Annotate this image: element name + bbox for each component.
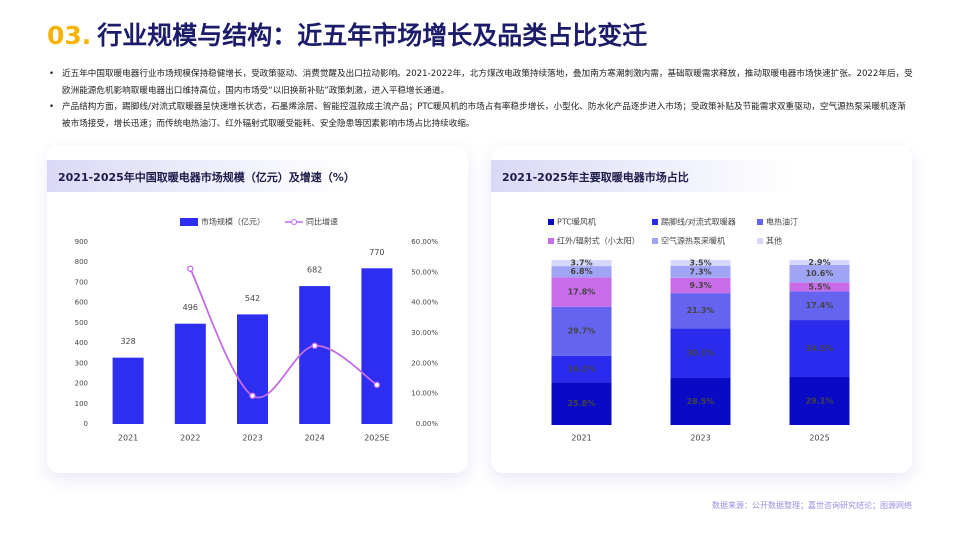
card-header: 2021-2025年中国取暖电器市场规模（亿元）及增速（%） [47, 160, 355, 192]
chart-card: 2021-2025年中国取暖电器市场规模（亿元）及增速（%） [47, 146, 468, 473]
slide-title: 03. 行业规模与结构：近五年市场增长及品类占比变迁 [47, 16, 647, 52]
source-note: 数据来源：公开数据整理；嘉世咨询研究结论；图源网络 [712, 501, 912, 510]
chart-card: 2021-2025年主要取暖电器市场占比 [491, 146, 912, 473]
bullet-list: 近五年中国取暖电器行业市场规模保持稳健增长，受政策驱动、消费觉醒及出口拉动影响。… [47, 66, 913, 132]
chart-title: 2021-2025年中国取暖电器市场规模（亿元）及增速（%） [58, 171, 355, 184]
card-header: 2021-2025年主要取暖电器市场占比 [491, 160, 791, 192]
bullet: 近五年中国取暖电器行业市场规模保持稳健增长，受政策驱动、消费觉醒及出口拉动影响。… [47, 66, 913, 99]
title-text: 行业规模与结构：近五年市场增长及品类占比变迁 [97, 21, 648, 50]
chart-title: 2021-2025年主要取暖电器市场占比 [502, 171, 689, 184]
section-number: 03. [47, 21, 92, 50]
bullet: 产品结构方面，踢脚线/对流式取暖器呈快速增长状态，石墨烯涂层、智能控温款成主流产… [47, 99, 913, 132]
